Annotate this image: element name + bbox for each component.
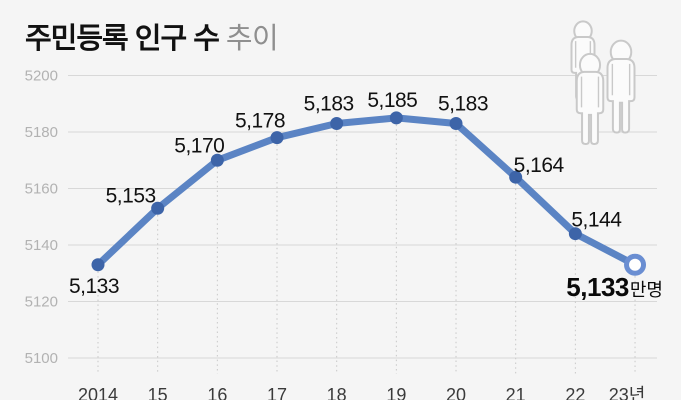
point-value-label: 5,185 bbox=[367, 89, 417, 112]
x-tick-label: 19 bbox=[386, 385, 406, 400]
final-value-label: 5,133만명 bbox=[566, 274, 663, 300]
final-value-unit: 만명 bbox=[629, 280, 663, 300]
point-value-label: 5,178 bbox=[235, 110, 285, 133]
point-value-label: 5,144 bbox=[571, 209, 622, 232]
y-tick-label: 5120 bbox=[25, 294, 58, 311]
x-tick-label: 20 bbox=[446, 385, 466, 400]
point-value-label: 5,183 bbox=[438, 93, 488, 116]
person-arms bbox=[580, 76, 600, 108]
x-tick-label: 21 bbox=[506, 385, 526, 400]
final-value: 5,133 bbox=[566, 272, 629, 302]
gridlines: 5200 5180 5160 5140 5120 5100 bbox=[25, 68, 657, 367]
x-tick-label: 15 bbox=[148, 385, 168, 400]
x-tick-label: 2014 bbox=[78, 385, 118, 400]
page-title-main: 주민등록 인구 수 bbox=[25, 23, 220, 55]
data-point bbox=[210, 153, 224, 167]
data-point-last-open bbox=[624, 253, 647, 276]
point-value-label: 5,164 bbox=[514, 154, 565, 177]
x-axis-labels: 2014 15 16 17 18 19 20 21 22 23년 bbox=[78, 385, 645, 400]
data-point bbox=[449, 117, 463, 131]
y-tick-label: 5200 bbox=[25, 68, 58, 85]
point-value-label: 5,133 bbox=[69, 275, 119, 298]
data-point bbox=[270, 131, 284, 145]
y-tick-label: 5100 bbox=[25, 350, 58, 367]
point-value-label: 5,183 bbox=[304, 93, 354, 116]
page-title: 주민등록 인구 수 추이 bbox=[25, 15, 279, 57]
x-tick-label: 18 bbox=[327, 385, 347, 400]
y-tick-label: 5140 bbox=[25, 237, 58, 254]
data-point bbox=[151, 201, 165, 215]
person-body bbox=[606, 58, 636, 134]
person-arms bbox=[611, 63, 631, 96]
x-tick-label: 23년 bbox=[609, 385, 646, 400]
trend-line bbox=[94, 114, 639, 269]
people-icon bbox=[570, 20, 636, 145]
x-tick-label: 22 bbox=[565, 385, 585, 400]
y-tick-label: 5180 bbox=[25, 124, 58, 141]
data-point bbox=[509, 170, 523, 184]
person-body bbox=[575, 70, 605, 145]
data-point bbox=[330, 117, 344, 131]
data-point bbox=[91, 258, 105, 272]
person-figure bbox=[575, 52, 605, 145]
point-labels: 5,133 5,153 5,170 5,178 5,183 5,185 5,183 5,164… bbox=[69, 89, 623, 298]
y-tick-label: 5160 bbox=[25, 181, 58, 198]
x-tick-label: 16 bbox=[207, 385, 227, 400]
point-guides bbox=[97, 119, 636, 374]
x-tick-label: 17 bbox=[267, 385, 287, 400]
point-value-label: 5,153 bbox=[106, 184, 156, 207]
person-figure bbox=[606, 39, 636, 134]
point-value-label: 5,170 bbox=[174, 134, 224, 157]
data-point bbox=[568, 227, 582, 241]
data-point bbox=[389, 111, 403, 125]
page-title-sub: 추이 bbox=[225, 23, 279, 55]
